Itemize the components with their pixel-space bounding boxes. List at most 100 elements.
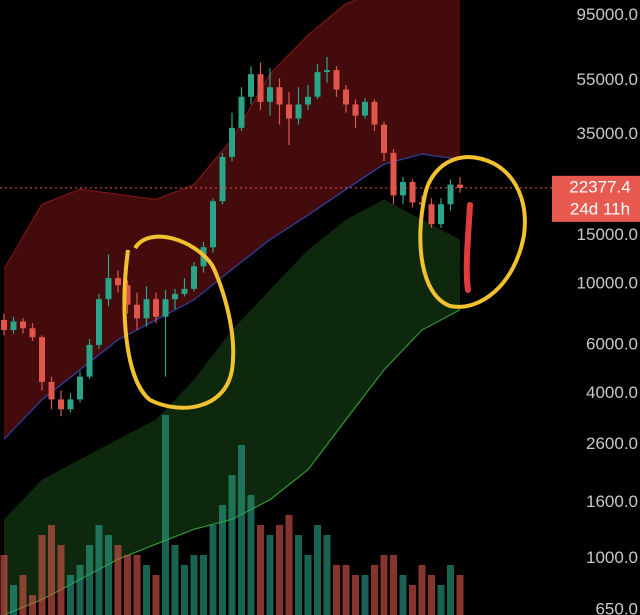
- y-tick-label: 95000.0: [577, 5, 638, 24]
- volume-bar: [418, 565, 426, 615]
- volume-bar: [190, 555, 198, 615]
- volume-bar: [67, 575, 74, 615]
- candle-body: [428, 204, 435, 225]
- candle-body: [438, 204, 444, 225]
- volume-bar: [152, 575, 160, 615]
- candle-body: [181, 288, 188, 294]
- y-tick-label: 650.0: [595, 600, 638, 615]
- candle-body: [1, 319, 7, 330]
- volume-bar: [390, 555, 397, 615]
- band-line: [3, 153, 461, 440]
- price-label: 22377.4: [569, 177, 630, 196]
- candle-body: [143, 299, 150, 319]
- candle-body: [39, 337, 45, 382]
- volume-bar: [209, 525, 217, 615]
- band-area: [4, 199, 460, 615]
- volume-bar: [171, 545, 179, 615]
- candle-body: [67, 399, 74, 410]
- candle-body: [219, 156, 226, 202]
- candle-body: [29, 328, 36, 338]
- y-tick-label: 10000.0: [577, 273, 638, 292]
- volume-bar: [114, 545, 122, 615]
- y-tick-label: 1000.0: [586, 548, 638, 567]
- candle-body: [267, 87, 273, 102]
- candle-body: [96, 299, 102, 345]
- countdown: 24d 11h: [570, 199, 630, 218]
- candle-body: [77, 376, 83, 400]
- volume-bar: [200, 555, 207, 615]
- volume-bar: [10, 585, 17, 615]
- volume-bar: [371, 565, 378, 615]
- volume-bar: [48, 525, 55, 615]
- candle-body: [248, 74, 254, 97]
- volume-bar: [428, 575, 435, 615]
- hand-mark: [463, 202, 473, 293]
- y-tick-label: 6000.0: [586, 334, 638, 353]
- candle-body: [124, 285, 131, 305]
- volume-bar: [219, 505, 226, 615]
- volume-bar: [57, 545, 65, 615]
- price-axis: 22377.4 24d 11h 650.0 1000.0 1600.0 2600.0 400…: [552, 5, 640, 615]
- volume-bar: [247, 495, 255, 615]
- hand-circle: [122, 234, 236, 410]
- candle-body: [295, 104, 302, 119]
- volume-bar: [228, 475, 236, 615]
- volume-bar: [361, 575, 369, 615]
- candle-body: [115, 278, 121, 286]
- y-tick-label: 35000.0: [577, 124, 638, 143]
- candle-body: [162, 299, 169, 317]
- volume-bar: [162, 415, 169, 615]
- volume-bar: [399, 575, 407, 615]
- candle-body: [314, 72, 321, 97]
- candle-body: [400, 181, 406, 196]
- volume-bar: [304, 555, 312, 615]
- volume-bar: [285, 515, 293, 615]
- candle-body: [457, 184, 463, 188]
- candle-body: [352, 104, 359, 116]
- candle-body: [371, 101, 378, 125]
- plot-area: [0, 0, 552, 615]
- volume-bar: [352, 575, 359, 615]
- volume-bar: [314, 525, 321, 615]
- volume-bar: [238, 445, 245, 615]
- candle-body: [191, 266, 197, 289]
- volume-bar: [124, 555, 131, 615]
- candle-body: [305, 96, 311, 105]
- volume-bar: [437, 585, 445, 615]
- candle-body: [257, 74, 264, 102]
- candle-body: [409, 181, 416, 203]
- volume-bar: [342, 565, 350, 615]
- volume-bar: [447, 565, 454, 615]
- candle-body: [343, 89, 349, 105]
- candle-body: [86, 344, 93, 377]
- candle-body: [134, 304, 140, 319]
- candle-body: [447, 184, 454, 205]
- candle-body: [390, 152, 397, 196]
- volume-bar: [257, 525, 264, 615]
- volume-bar: [0, 555, 8, 615]
- volume-bar: [295, 535, 302, 615]
- volume-bar: [266, 535, 274, 615]
- volume-bar: [76, 565, 84, 615]
- candle-body: [324, 70, 330, 73]
- candle-body: [210, 201, 216, 248]
- y-tick-label: 55000.0: [577, 70, 638, 89]
- candle-body: [105, 278, 112, 300]
- volume-bar: [181, 565, 188, 615]
- volume-bar: [380, 555, 388, 615]
- candle-body: [381, 124, 387, 153]
- candle-body: [58, 399, 64, 410]
- volume-bar: [323, 535, 331, 615]
- candle-body: [10, 321, 17, 330]
- volume-bar: [333, 565, 340, 615]
- candle-body: [238, 96, 245, 128]
- volume-bar: [38, 535, 46, 615]
- volume-bar: [105, 535, 112, 615]
- candle-body: [153, 299, 159, 317]
- candle-body: [48, 381, 55, 400]
- price-label-box: [552, 175, 640, 222]
- y-tick-label: 1600.0: [586, 492, 638, 511]
- volume-bar: [276, 525, 283, 615]
